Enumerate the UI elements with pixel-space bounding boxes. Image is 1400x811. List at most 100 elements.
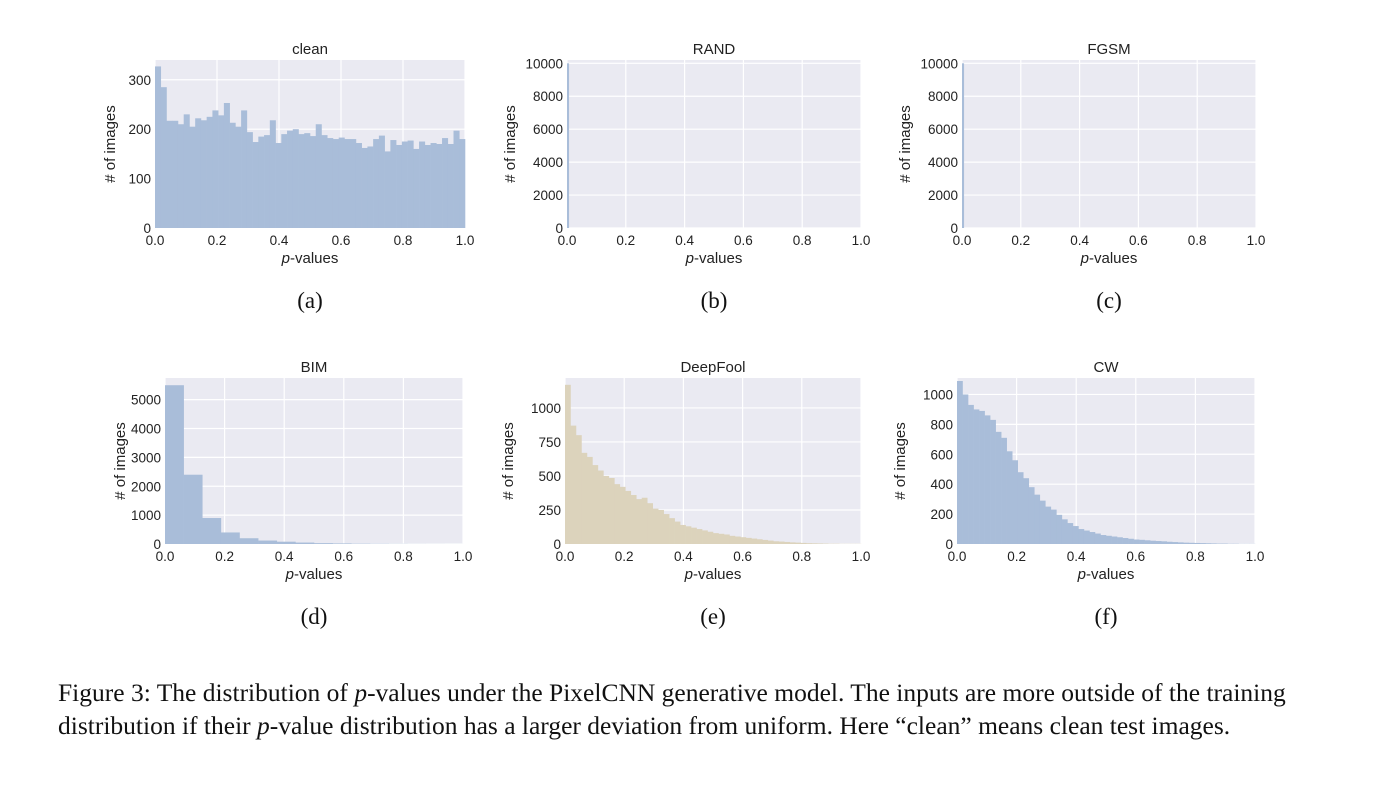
y-tick-label: 5000 (131, 393, 161, 408)
chart-title: BIM (301, 359, 328, 376)
x-tick-label: 0.6 (734, 233, 753, 248)
x-axis-label: p-values (1077, 566, 1135, 583)
histogram-bar (1001, 437, 1007, 544)
x-tick-label: 1.0 (1246, 549, 1265, 564)
histogram-bar (1122, 538, 1129, 544)
x-tick-label: 0.8 (1186, 549, 1205, 564)
plot-background (165, 378, 463, 544)
x-tick-label: 0.4 (275, 549, 294, 564)
histogram-bar (608, 478, 615, 544)
histogram-bar (641, 497, 648, 544)
y-tick-label: 1000 (531, 401, 561, 416)
subfigure-label: (d) (301, 604, 328, 629)
histogram-bar (206, 116, 213, 228)
histogram-bar (172, 120, 179, 228)
histogram-bar (565, 384, 571, 544)
y-tick-label: 500 (538, 469, 561, 484)
histogram-bar (384, 151, 391, 228)
caption-part-2: -values under the PixelCNN generative mo… (58, 678, 1286, 740)
y-tick-label: 4000 (131, 422, 161, 437)
chart-panel-3: BIM 0 1000 2000 3000 4000 5000 0.0 0.2 0.4 0.6 0.8 1… (112, 359, 472, 629)
histogram-bar (1161, 541, 1168, 544)
histogram-bar (581, 452, 588, 544)
x-axis-label-rest: -values (290, 250, 338, 267)
figure-caption: Figure 3: The distribution of p-values u… (58, 676, 1358, 742)
y-tick-label: 750 (538, 435, 561, 450)
subfigure-label: (e) (700, 604, 726, 629)
x-tick-label: 1.0 (454, 549, 473, 564)
x-tick-label: 0.4 (675, 233, 694, 248)
chart-panel-4: DeepFool 0 250 500 750 1000 0.0 0.2 0.4 0.6 0.8 1.0… (500, 359, 870, 629)
histogram-bar (269, 120, 276, 228)
histogram-bar (789, 542, 796, 544)
histogram-bar (239, 538, 259, 544)
y-tick-label: 10000 (525, 56, 563, 71)
x-tick-label: 0.6 (334, 549, 353, 564)
x-tick-label: 0.6 (1129, 233, 1148, 248)
histogram-bar (453, 130, 460, 228)
histogram-bar (597, 470, 604, 544)
histogram-bar (674, 521, 681, 544)
histogram-bar (1089, 532, 1096, 544)
histogram-bar (707, 531, 714, 544)
chart-title: clean (292, 41, 328, 58)
y-tick-label: 2000 (533, 188, 563, 203)
histogram-bar (1078, 529, 1085, 544)
histogram-bar (1017, 472, 1024, 544)
subfigure-label: (c) (1096, 288, 1122, 313)
histogram-bar (1067, 523, 1074, 544)
y-tick-label: 0 (553, 537, 561, 552)
histogram-bar (447, 144, 454, 228)
x-tick-label: 0.8 (793, 233, 812, 248)
x-tick-label: 0.0 (948, 549, 967, 564)
x-tick-label: 1.0 (1247, 233, 1266, 248)
y-tick-label: 0 (945, 537, 953, 552)
y-tick-label: 400 (930, 477, 953, 492)
histogram-bar (413, 148, 420, 228)
y-tick-label: 0 (143, 221, 151, 236)
histogram-bar (166, 120, 173, 228)
histogram-bar (321, 135, 328, 228)
x-axis-label-rest: -values (1086, 566, 1134, 583)
histogram-bar (751, 538, 758, 544)
y-axis-label: # of images (112, 422, 129, 500)
y-axis-label: # of images (892, 422, 909, 500)
histogram-bar (287, 130, 294, 228)
histogram-bar (1100, 535, 1107, 544)
histogram-bar (1045, 506, 1052, 544)
histogram-bar (663, 514, 670, 544)
histogram-bar (778, 541, 785, 544)
histogram-bar (658, 509, 664, 544)
chart-title: CW (1094, 359, 1120, 376)
y-tick-label: 0 (555, 221, 563, 236)
histogram-bar (713, 533, 719, 544)
histogram-bar (298, 134, 305, 228)
histogram-bar (436, 144, 443, 228)
histogram-bar (1183, 542, 1190, 544)
histogram-bar (756, 539, 763, 544)
x-tick-label: 0.2 (616, 233, 635, 248)
histogram-bar (1050, 509, 1057, 544)
y-tick-label: 1000 (923, 387, 953, 402)
histogram-bar (390, 140, 397, 228)
x-tick-label: 0.6 (733, 549, 752, 564)
histogram-bar (1150, 540, 1156, 544)
histogram-bar (332, 543, 352, 544)
histogram-bar (619, 486, 626, 544)
histogram-bar (401, 141, 408, 228)
y-tick-label: 200 (128, 122, 151, 137)
histogram-bar (1034, 494, 1041, 544)
y-tick-label: 8000 (928, 89, 958, 104)
histogram-bar (625, 490, 632, 544)
histogram-bar (459, 139, 466, 228)
histogram-bar (962, 394, 969, 544)
histogram-bar (218, 115, 225, 228)
histogram-bar (281, 134, 288, 228)
x-tick-label: 0.0 (146, 233, 165, 248)
histogram-bar (1210, 543, 1217, 544)
y-tick-label: 6000 (928, 122, 958, 137)
histogram-bar (350, 139, 357, 228)
x-tick-label: 0.2 (1007, 549, 1026, 564)
histogram-bar (800, 542, 807, 544)
